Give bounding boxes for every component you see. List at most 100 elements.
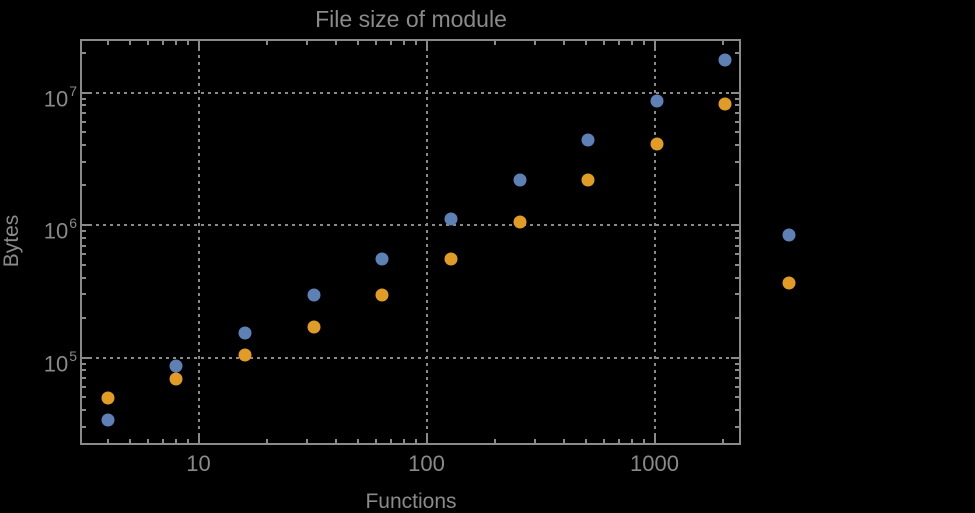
- x-tick: [534, 439, 537, 443]
- point-series-2-x16: [238, 348, 252, 362]
- point-series-1-x128: [444, 212, 458, 226]
- y-tick: [82, 263, 86, 266]
- x-tick-label: 1000: [630, 451, 679, 476]
- x-tick: [618, 41, 621, 45]
- x-tick: [653, 435, 656, 443]
- x-tick: [306, 41, 309, 45]
- y-tick: [82, 276, 86, 279]
- y-tick: [735, 385, 739, 388]
- point-series-1-x2048: [718, 53, 732, 67]
- x-tick: [643, 41, 646, 45]
- x-tick: [128, 439, 131, 443]
- point-series-1-x64: [375, 252, 389, 266]
- x-axis-label: Functions: [365, 490, 457, 513]
- x-tick: [425, 435, 428, 443]
- y-tick: [735, 425, 739, 428]
- x-tick: [653, 41, 656, 49]
- y-tick-label: 106: [43, 215, 77, 244]
- y-tick: [735, 409, 739, 412]
- x-tick: [390, 439, 393, 443]
- x-tick: [494, 41, 497, 45]
- x-tick: [334, 439, 337, 443]
- x-tick: [584, 439, 587, 443]
- y-tick: [82, 385, 86, 388]
- x-tick: [197, 435, 200, 443]
- x-tick: [374, 439, 377, 443]
- y-tick: [82, 120, 86, 123]
- x-tick: [334, 41, 337, 45]
- x-tick: [146, 439, 149, 443]
- y-tick: [735, 120, 739, 123]
- y-tick: [735, 293, 739, 296]
- y-tick: [82, 51, 86, 54]
- x-tick-label: 100: [408, 451, 445, 476]
- y-tick-label: 107: [43, 82, 77, 111]
- y-tick: [735, 51, 739, 54]
- x-tick: [175, 41, 178, 45]
- x-tick: [175, 439, 178, 443]
- y-axis-label: Bytes: [0, 214, 23, 268]
- y-tick: [82, 244, 86, 247]
- x-tick: [403, 439, 406, 443]
- x-tick: [562, 41, 565, 45]
- y-tick: [735, 160, 739, 163]
- y-tick: [735, 244, 739, 247]
- y-tick: [82, 97, 86, 100]
- y-tick: [82, 230, 86, 233]
- y-tick: [82, 293, 86, 296]
- y-tick: [735, 236, 739, 239]
- point-series-2-x128: [444, 252, 458, 266]
- x-tick: [425, 41, 428, 49]
- point-series-2-x2048: [718, 97, 732, 111]
- x-tick: [266, 41, 269, 45]
- y-tick: [82, 184, 86, 187]
- legend-marker-series-1: [782, 228, 796, 242]
- x-tick: [643, 439, 646, 443]
- y-tick: [731, 356, 739, 359]
- point-series-2-x64: [375, 288, 389, 302]
- x-tick: [146, 41, 149, 45]
- y-tick: [735, 316, 739, 319]
- x-tick: [631, 439, 634, 443]
- x-tick: [534, 41, 537, 45]
- point-series-1-x1024: [650, 94, 664, 107]
- x-tick: [187, 41, 190, 45]
- x-tick: [306, 439, 309, 443]
- x-tick: [266, 439, 269, 443]
- gridline-x-1000: [653, 41, 656, 443]
- y-tick: [735, 253, 739, 256]
- y-tick: [82, 160, 86, 163]
- x-tick: [602, 439, 605, 443]
- gridline-x-10: [197, 41, 200, 443]
- point-series-1-x32: [307, 288, 321, 302]
- y-tick: [82, 91, 90, 94]
- point-series-1-x512: [581, 133, 595, 147]
- y-tick: [82, 144, 86, 147]
- y-tick: [82, 396, 86, 399]
- y-tick: [735, 396, 739, 399]
- x-tick: [162, 41, 165, 45]
- x-tick: [403, 41, 406, 45]
- y-tick: [82, 236, 86, 239]
- y-tick: [82, 377, 86, 380]
- y-tick: [82, 369, 86, 372]
- x-tick-label: 10: [186, 451, 211, 476]
- y-tick: [731, 224, 739, 226]
- x-tick: [584, 41, 587, 45]
- y-tick: [731, 91, 739, 94]
- x-tick: [106, 41, 109, 45]
- x-tick: [106, 439, 109, 443]
- legend-marker-series-2: [782, 276, 796, 290]
- y-tick: [735, 263, 739, 266]
- x-tick: [162, 439, 165, 443]
- point-series-2-x32: [307, 320, 321, 334]
- plot-frame: [80, 39, 741, 445]
- x-tick: [356, 439, 359, 443]
- point-series-2-x4: [101, 391, 115, 405]
- point-series-1-x256: [513, 173, 527, 187]
- y-tick: [82, 112, 86, 115]
- x-tick: [722, 439, 725, 443]
- y-tick: [735, 377, 739, 380]
- y-tick: [82, 224, 90, 226]
